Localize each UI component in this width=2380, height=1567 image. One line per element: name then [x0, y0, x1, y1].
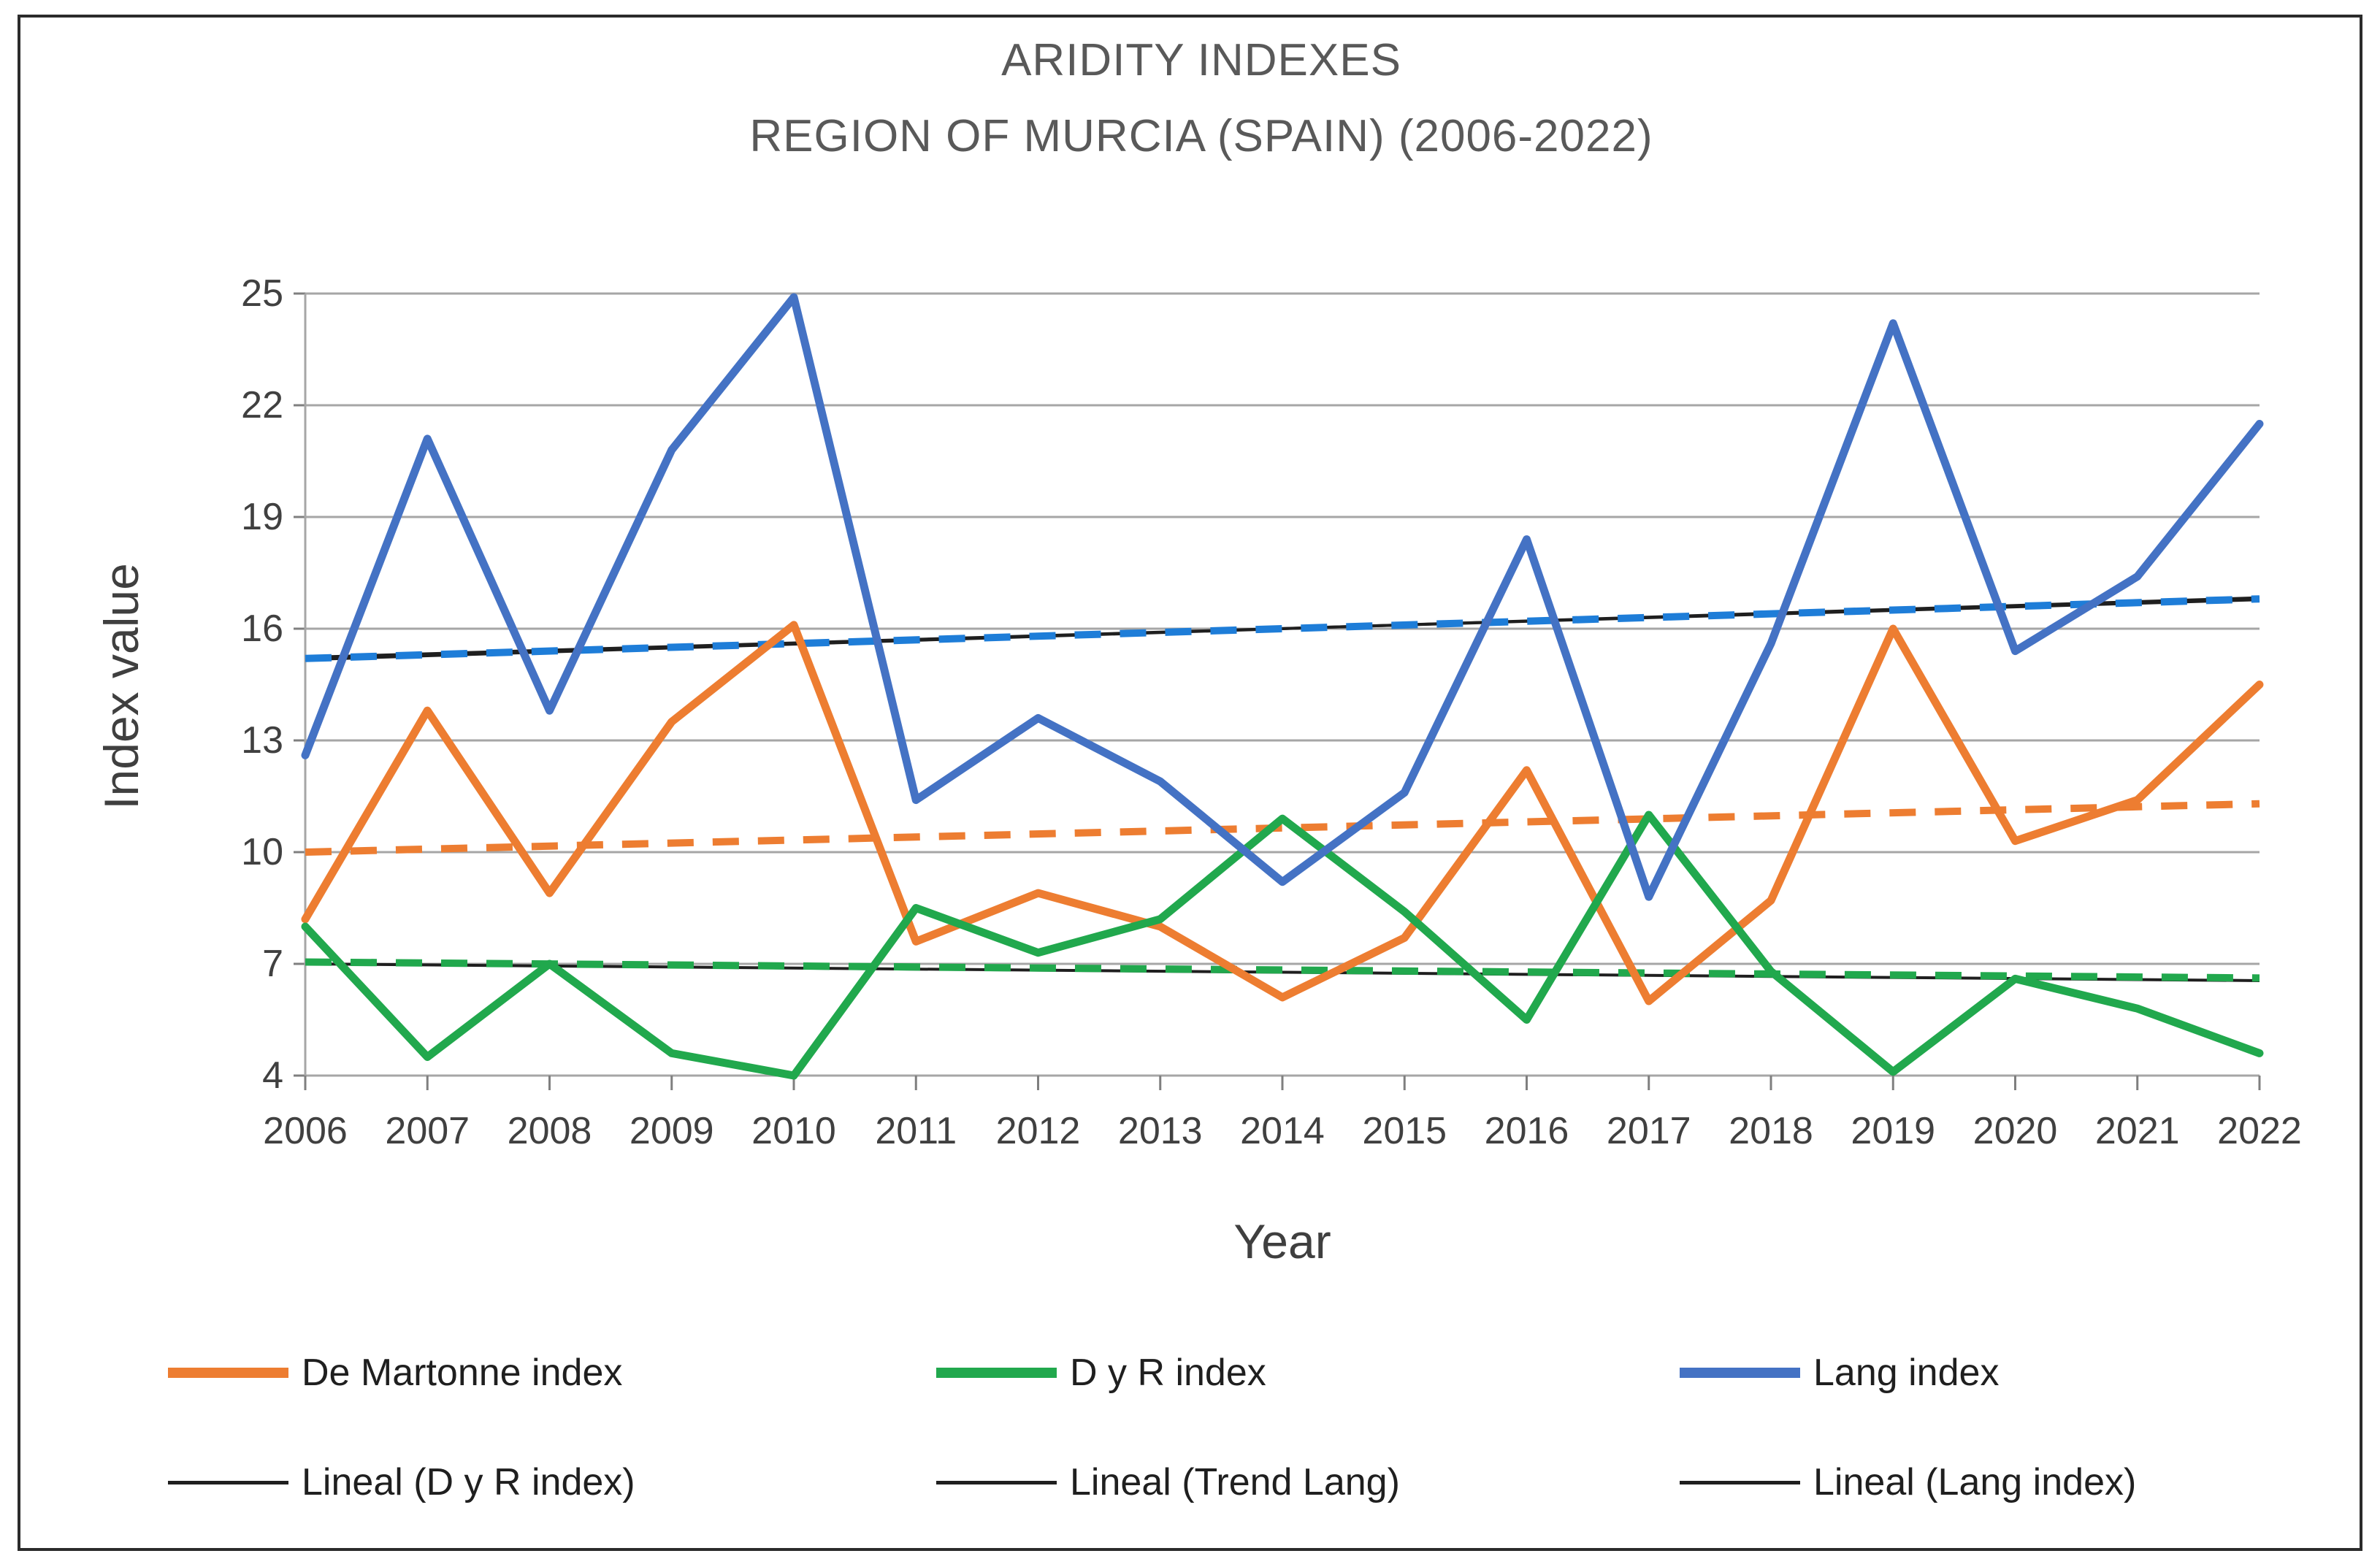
y-tick-label-13: 13 [241, 719, 283, 762]
x-tick-label-2008: 2008 [507, 1110, 592, 1152]
x-tick-label-2006: 2006 [263, 1110, 348, 1152]
legend-label: Lineal (Trend Lang) [1070, 1461, 1400, 1503]
y-axis-title: Index value [94, 563, 148, 810]
chart-subtitle: REGION OF MURCIA (SPAIN) (2006-2022) [749, 111, 1653, 161]
y-tick-label-10: 10 [241, 831, 283, 873]
x-tick-label-2018: 2018 [1729, 1110, 1813, 1152]
x-tick-label-2015: 2015 [1362, 1110, 1447, 1152]
x-tick-label-2016: 2016 [1484, 1110, 1569, 1152]
legend-item-d-y-r-index: D y R index [936, 1350, 1266, 1395]
x-tick-label-2009: 2009 [629, 1110, 714, 1152]
x-tick-label-2012: 2012 [995, 1110, 1081, 1152]
trend-line-trend-lang [305, 595, 2260, 662]
legend-label: Lineal (Lang index) [1813, 1461, 2137, 1503]
legend-label: Lineal (D y R index) [302, 1461, 635, 1503]
legend-swatch [936, 1368, 1057, 1378]
y-tick-label-16: 16 [241, 608, 283, 650]
x-tick-label-2022: 2022 [2217, 1110, 2302, 1152]
legend-item-lineal-lang-index-: Lineal (Lang index) [1680, 1460, 2136, 1505]
y-tick-label-22: 22 [241, 384, 283, 426]
y-tick-label-19: 19 [241, 496, 283, 538]
series-line-lang-index [301, 293, 2264, 901]
x-axis-title: Year [1233, 1214, 1331, 1268]
legend-item-lang-index: Lang index [1680, 1350, 1999, 1395]
series-line-d-y-r-index [301, 811, 2264, 1080]
legend-item-de-martonne-index: De Martonne index [168, 1350, 622, 1395]
series-line-de-martonne-index [301, 621, 2264, 1005]
x-tick-label-2011: 2011 [875, 1110, 957, 1152]
figure-border [18, 15, 2362, 1551]
legend-label: De Martonne index [302, 1352, 623, 1394]
x-tick-label-2010: 2010 [751, 1110, 836, 1152]
chart-title: ARIDITY INDEXES [1001, 35, 1401, 85]
x-tick-label-2017: 2017 [1606, 1110, 1691, 1152]
legend-label: Lang index [1813, 1352, 2000, 1394]
legend-item-lineal-d-y-r-index-: Lineal (D y R index) [168, 1460, 635, 1505]
legend-label: D y R index [1070, 1352, 1266, 1394]
x-tick-label-2021: 2021 [2094, 1110, 2180, 1152]
x-tick-label-2007: 2007 [385, 1110, 470, 1152]
x-tick-label-2019: 2019 [1851, 1110, 1936, 1152]
x-tick-label-2013: 2013 [1117, 1110, 1203, 1152]
x-tick-label-2014: 2014 [1240, 1110, 1325, 1152]
legend-item-lineal-trend-lang-: Lineal (Trend Lang) [936, 1460, 1400, 1505]
trend-line-trend-d-y-r [305, 958, 2260, 982]
y-tick-label-7: 7 [262, 943, 283, 985]
y-tick-label-25: 25 [241, 272, 283, 315]
x-tick-label-2020: 2020 [1973, 1110, 2058, 1152]
legend-swatch [1680, 1480, 1800, 1484]
trend-line-trend-de-martonne [305, 800, 2260, 856]
legend-swatch [168, 1368, 288, 1378]
legend-swatch [936, 1480, 1057, 1484]
legend-swatch [168, 1480, 288, 1484]
y-tick-label-4: 4 [262, 1054, 283, 1097]
legend-swatch [1680, 1368, 1800, 1378]
